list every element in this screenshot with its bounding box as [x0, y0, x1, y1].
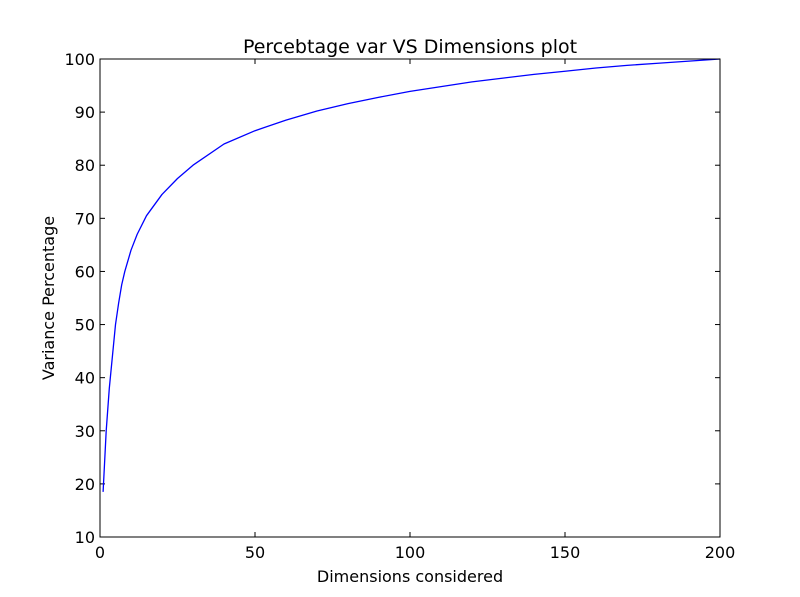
y-tick-label: 40 [75, 369, 95, 388]
axis-ticks [99, 58, 721, 538]
x-tick-label: 0 [95, 543, 105, 562]
y-tick-label: 20 [75, 475, 95, 494]
plot-frame [99, 58, 721, 538]
x-tick-label: 50 [245, 543, 265, 562]
y-tick-label: 90 [75, 103, 95, 122]
chart-title: Percebtage var VS Dimensions plot [243, 36, 577, 58]
series-line [102, 58, 721, 492]
y-tick-label: 60 [75, 262, 95, 281]
y-tick-label: 50 [75, 316, 95, 335]
y-tick-label: 30 [75, 422, 95, 441]
x-tick-label: 200 [705, 543, 736, 562]
y-tick-label: 80 [75, 156, 95, 175]
y-tick-label: 100 [64, 50, 95, 69]
axis-tick-labels: 0 50 100 150 200 10 20 30 40 50 60 70 80 90 100 [64, 50, 735, 562]
x-tick-label: 100 [395, 543, 426, 562]
y-tick-label: 70 [75, 209, 95, 228]
x-tick-label: 150 [550, 543, 581, 562]
y-axis-label: Variance Percentage [39, 216, 58, 380]
x-axis-label: Dimensions considered [317, 567, 503, 586]
y-tick-label: 10 [75, 528, 95, 547]
plot-lines [102, 58, 721, 492]
